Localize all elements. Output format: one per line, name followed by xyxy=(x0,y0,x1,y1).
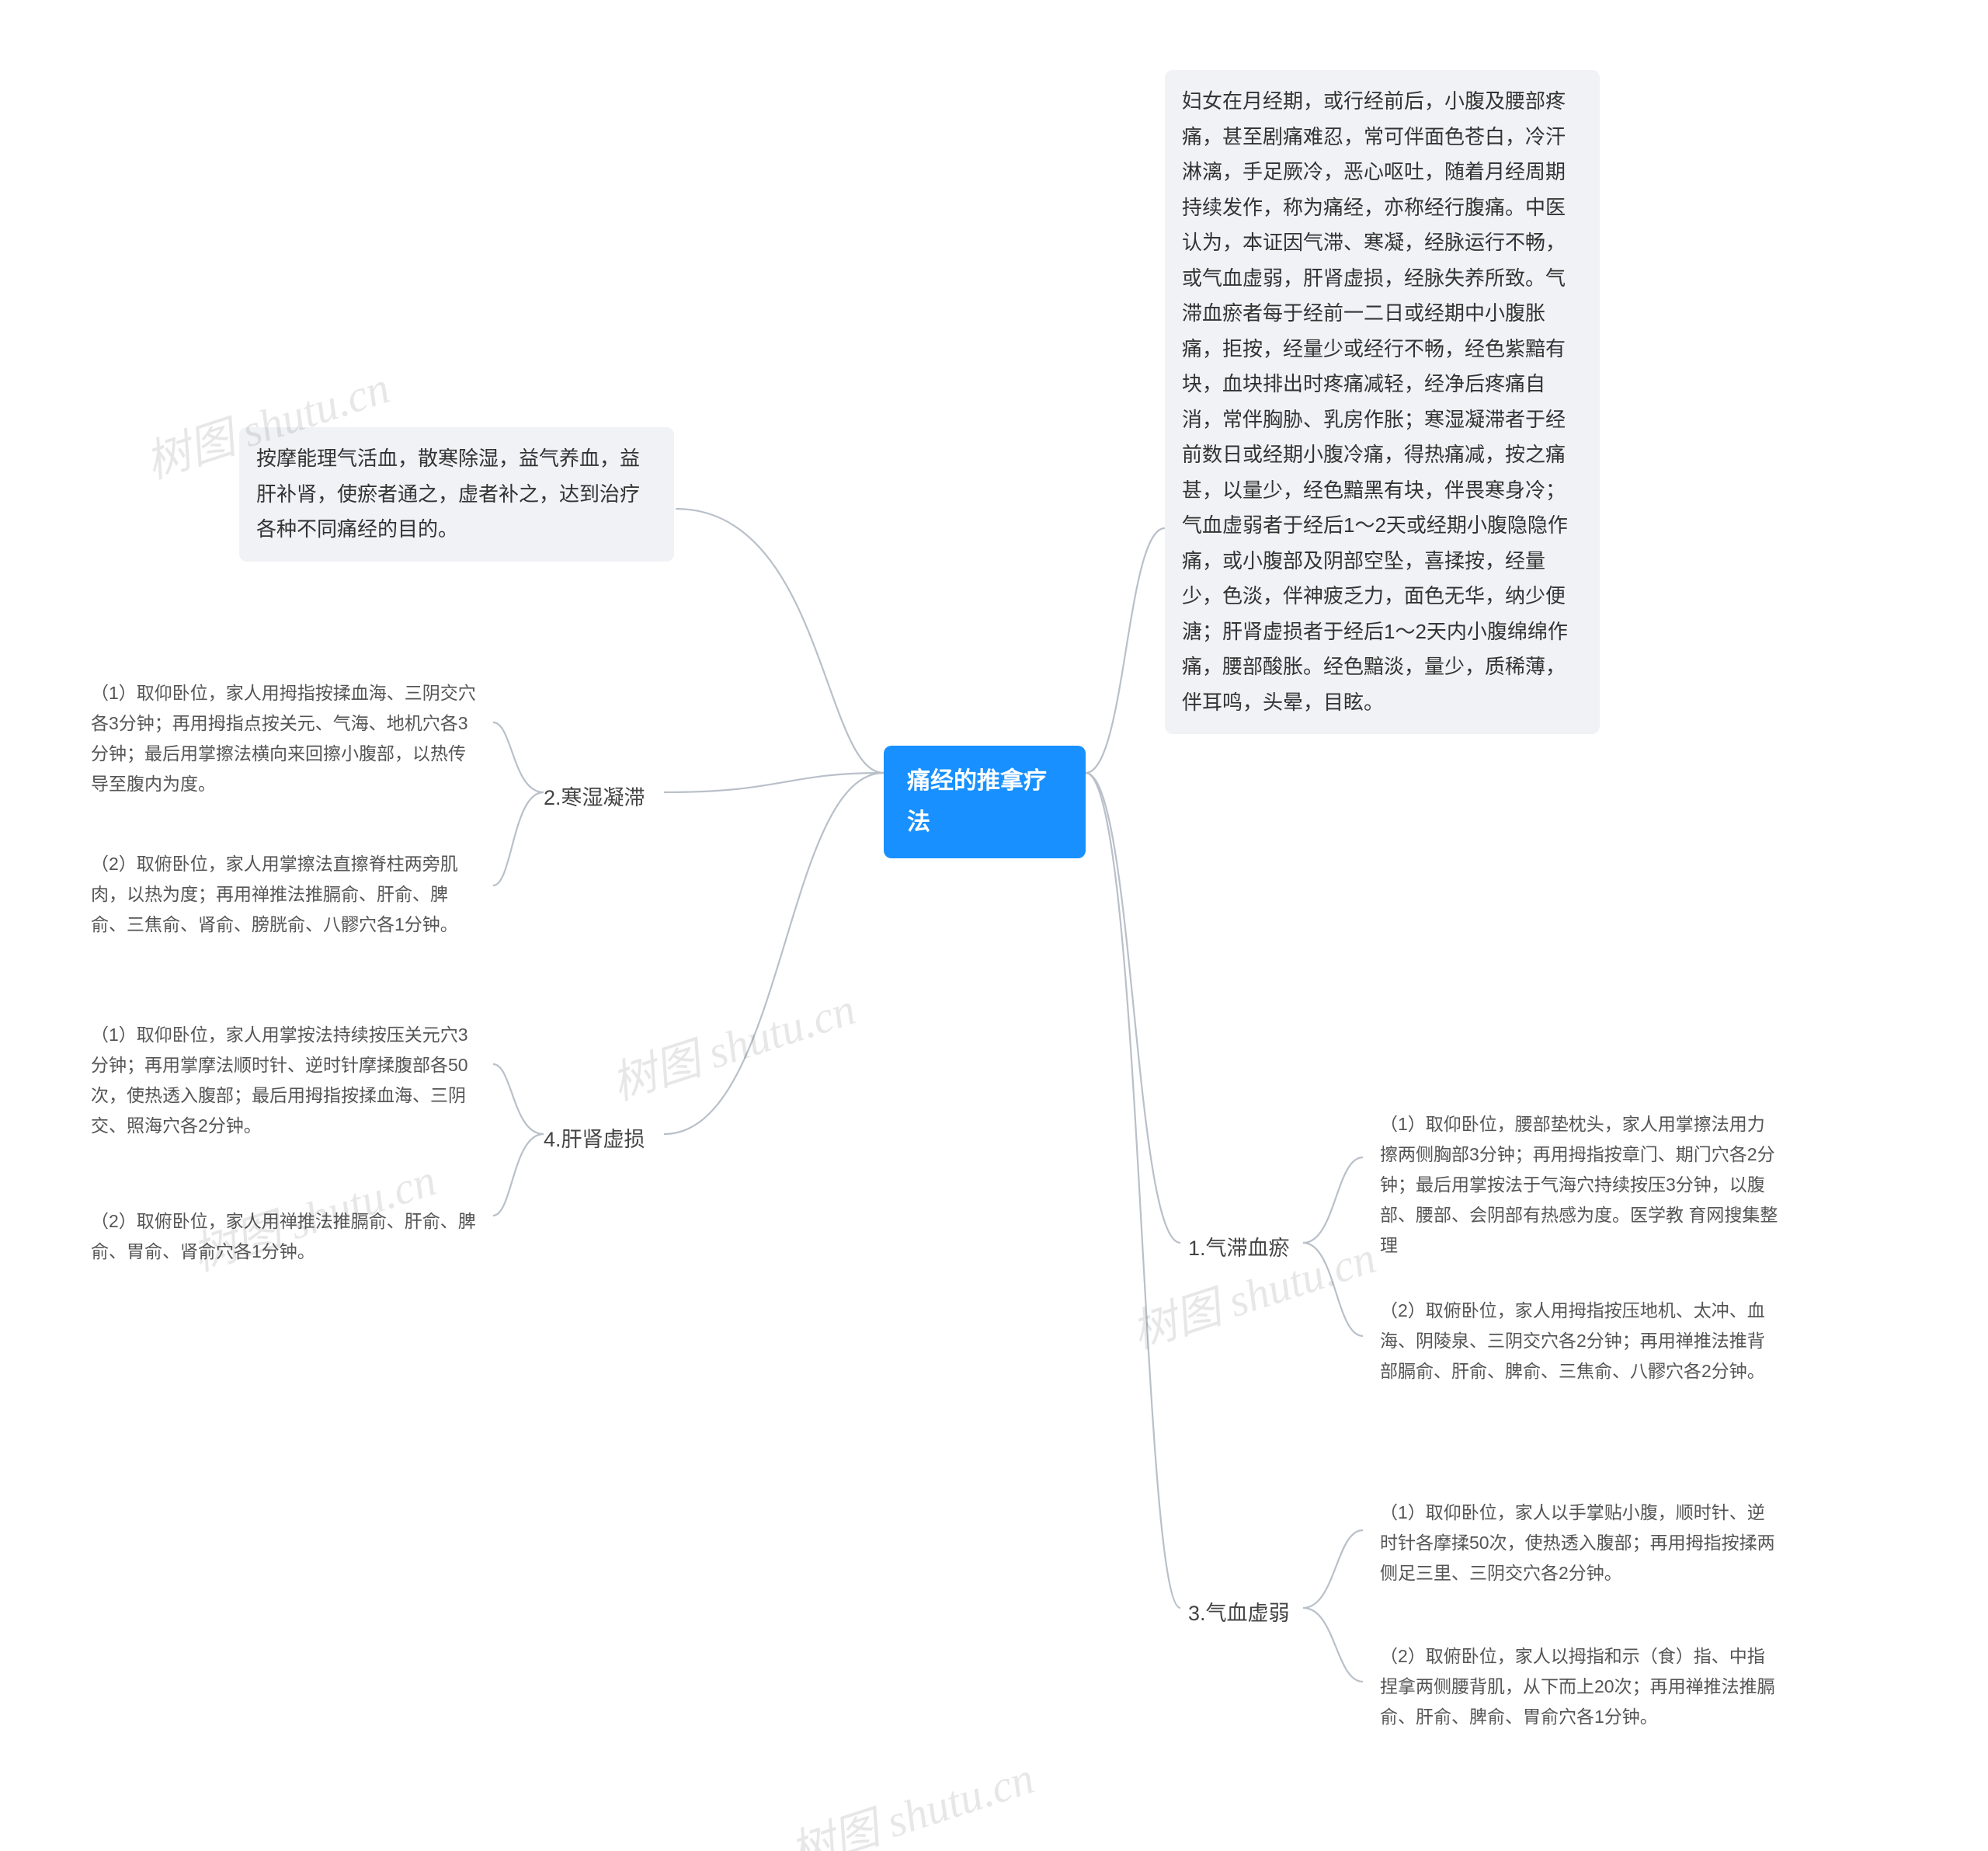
section-4-label: 4.肝肾虚损 xyxy=(544,1122,645,1153)
connector-path xyxy=(493,1064,544,1134)
intro-right-box: 妇女在月经期，或行经前后，小腹及腰部疼痛，甚至剧痛难忍，常可伴面色苍白，冷汗淋漓… xyxy=(1165,70,1600,734)
watermark: 树图 shutu.cn xyxy=(602,972,862,1112)
section-2-leaf-2: （2）取俯卧位，家人用掌擦法直擦脊柱两旁肌肉，以热为度；再用禅推法推膈俞、肝俞、… xyxy=(74,835,493,954)
connector-path xyxy=(1086,528,1165,773)
section-4-leaf-2: （2）取俯卧位，家人用禅推法推膈俞、肝俞、脾俞、胃俞、肾俞穴各1分钟。 xyxy=(74,1192,493,1281)
section-3-leaf-2: （2）取俯卧位，家人以拇指和示（食）指、中指捏拿两侧腰背肌，从下而上20次；再用… xyxy=(1363,1627,1798,1746)
section-1-leaf-2: （2）取俯卧位，家人用拇指按压地机、太冲、血海、阴陵泉、三阴交穴各2分钟；再用禅… xyxy=(1363,1282,1798,1400)
center-node: 痛经的推拿疗法 xyxy=(884,746,1086,858)
connector-path xyxy=(1086,773,1180,1243)
section-4-leaf-1: （1）取仰卧位，家人用掌按法持续按压关元穴3分钟；再用掌摩法顺时针、逆时针摩揉腹… xyxy=(74,1006,493,1155)
section-2-leaf-1: （1）取仰卧位，家人用拇指按揉血海、三阴交穴各3分钟；再用拇指点按关元、气海、地… xyxy=(74,664,493,813)
section-3-leaf-1: （1）取仰卧位，家人以手掌贴小腹，顺时针、逆时针各摩揉50次，使热透入腹部；再用… xyxy=(1363,1484,1798,1602)
connector-path xyxy=(1303,1243,1363,1336)
connector-path xyxy=(1303,1157,1363,1243)
connector-path xyxy=(676,509,884,773)
connector-path xyxy=(664,773,884,792)
connector-path xyxy=(493,792,544,885)
intro-left-box: 按摩能理气活血，散寒除湿，益气养血，益肝补肾，使瘀者通之，虚者补之，达到治疗各种… xyxy=(239,427,674,562)
section-1-label: 1.气滞血瘀 xyxy=(1188,1231,1290,1261)
connector-path xyxy=(664,773,884,1134)
connector-path xyxy=(493,722,544,792)
connector-path xyxy=(493,1134,544,1216)
connector-path xyxy=(1303,1608,1363,1682)
connector-path xyxy=(1086,773,1180,1608)
section-3-label: 3.气血虚弱 xyxy=(1188,1596,1290,1627)
watermark: 树图 shutu.cn xyxy=(780,1741,1041,1851)
section-1-leaf-1: （1）取仰卧位，腰部垫枕头，家人用掌擦法用力擦两侧胸部3分钟；再用拇指按章门、期… xyxy=(1363,1095,1798,1275)
section-2-label: 2.寒湿凝滞 xyxy=(544,781,645,811)
connector-path xyxy=(1303,1530,1363,1608)
